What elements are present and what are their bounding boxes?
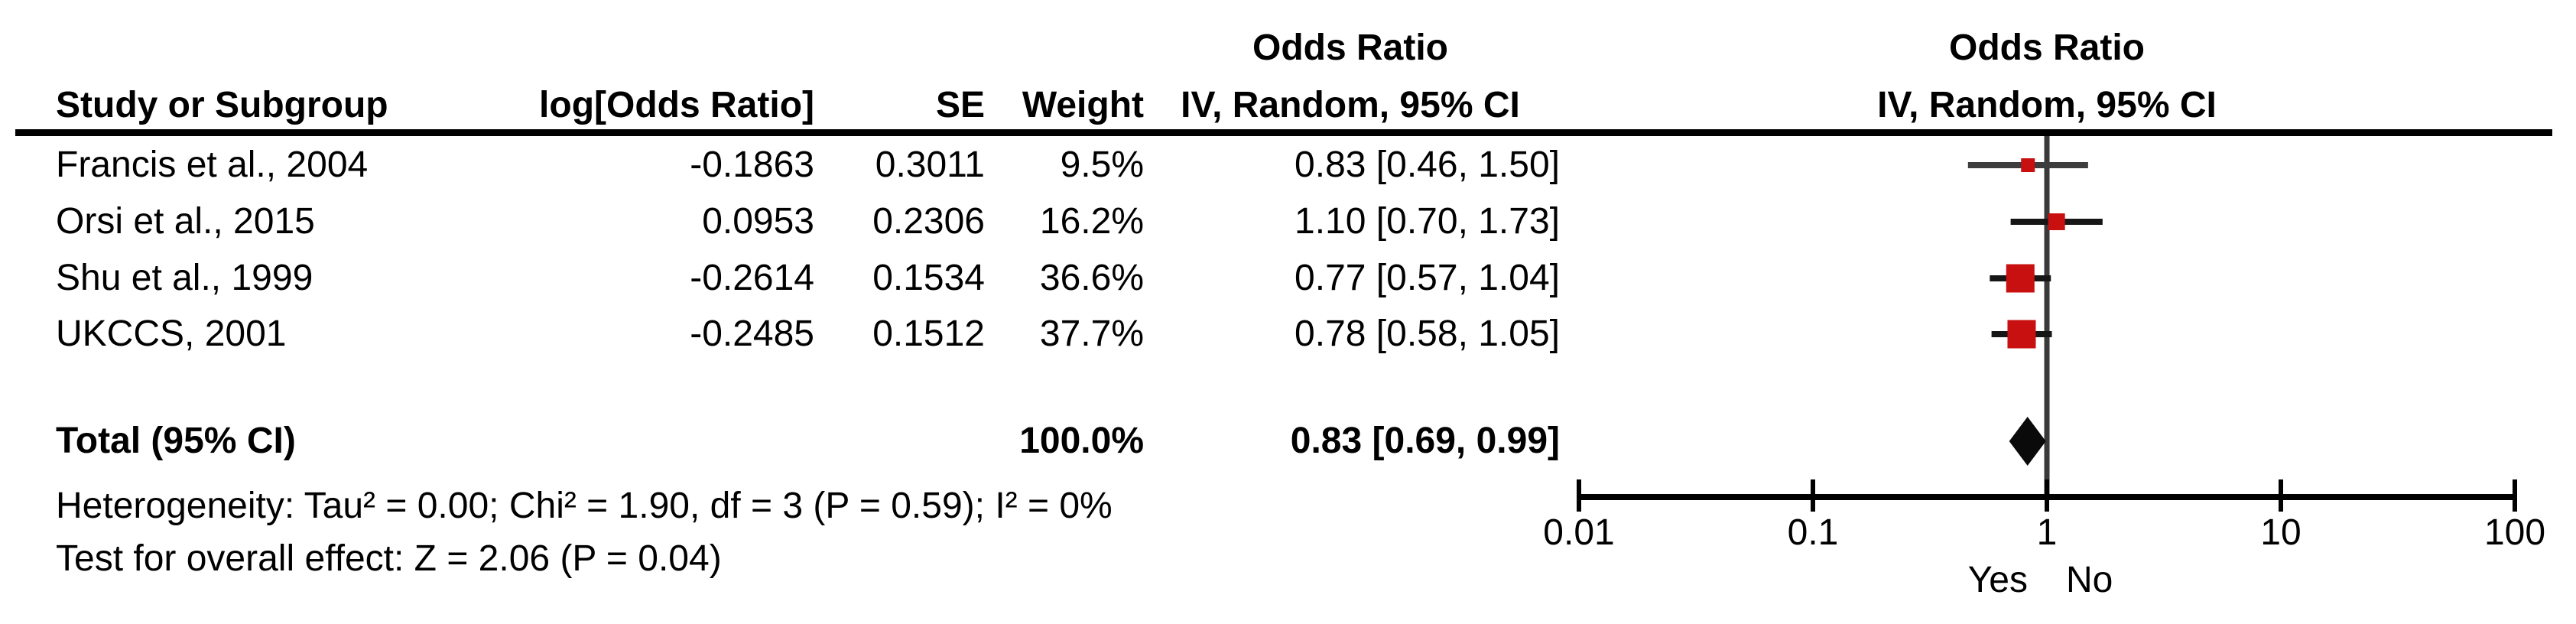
axis-tick bbox=[1577, 479, 1581, 512]
axis-tick-label: 0.1 bbox=[1787, 512, 1839, 553]
weight-value: 16.2% bbox=[1039, 201, 1144, 242]
axis-tick-label: 1 bbox=[2036, 512, 2058, 553]
axis-tick bbox=[2513, 479, 2517, 512]
log-odds-ratio-value: -0.2614 bbox=[690, 258, 814, 298]
se-value: 0.3011 bbox=[875, 145, 985, 185]
or-ci-value: 1.10 [0.70, 1.73] bbox=[1294, 201, 1560, 242]
axis-tick-label: 100 bbox=[2483, 512, 2546, 553]
se-value: 0.1512 bbox=[872, 314, 985, 354]
favours-left-label: Yes bbox=[1967, 560, 2028, 600]
study-name: UKCCS, 2001 bbox=[56, 314, 287, 354]
axis-tick bbox=[1811, 479, 1815, 512]
total-weight-value: 100.0% bbox=[1019, 421, 1144, 461]
column-header-se: SE bbox=[935, 85, 985, 125]
plot-header-line2: IV, Random, 95% CI bbox=[1877, 85, 2217, 125]
study-name: Orsi et al., 2015 bbox=[56, 201, 315, 242]
effect-square bbox=[2006, 264, 2035, 293]
column-header-or-line2: IV, Random, 95% CI bbox=[1181, 85, 1520, 125]
axis-tick-label: 10 bbox=[2260, 512, 2302, 553]
log-odds-ratio-value: 0.0953 bbox=[702, 201, 814, 242]
effect-square bbox=[2048, 213, 2065, 230]
study-name: Francis et al., 2004 bbox=[56, 145, 369, 185]
column-header-log-or: log[Odds Ratio] bbox=[539, 85, 814, 125]
total-diamond bbox=[2009, 417, 2046, 466]
se-value: 0.1534 bbox=[872, 258, 985, 298]
column-header-study: Study or Subgroup bbox=[56, 85, 388, 125]
column-header-weight: Weight bbox=[1022, 85, 1144, 125]
or-ci-value: 0.83 [0.46, 1.50] bbox=[1294, 145, 1560, 185]
effect-square bbox=[2021, 158, 2035, 172]
plot-header-line1: Odds Ratio bbox=[1948, 28, 2145, 68]
header-rule bbox=[15, 129, 2552, 136]
or-ci-value: 0.77 [0.57, 1.04] bbox=[1294, 258, 1560, 298]
weight-value: 9.5% bbox=[1060, 145, 1144, 185]
axis-tick bbox=[2279, 479, 2283, 512]
total-label: Total (95% CI) bbox=[56, 421, 296, 461]
total-or-ci-value: 0.83 [0.69, 0.99] bbox=[1290, 421, 1560, 461]
favours-right-label: No bbox=[2066, 560, 2113, 600]
weight-value: 36.6% bbox=[1039, 258, 1144, 298]
log-odds-ratio-value: -0.1863 bbox=[690, 145, 814, 185]
axis-tick bbox=[2045, 479, 2049, 512]
study-name: Shu et al., 1999 bbox=[56, 258, 313, 298]
null-effect-line bbox=[2044, 135, 2050, 494]
axis-tick-label: 0.01 bbox=[1543, 512, 1615, 553]
or-ci-value: 0.78 [0.58, 1.05] bbox=[1294, 314, 1560, 354]
heterogeneity-text: Heterogeneity: Tau² = 0.00; Chi² = 1.90,… bbox=[56, 486, 1113, 526]
weight-value: 37.7% bbox=[1039, 314, 1144, 354]
overall-effect-text: Test for overall effect: Z = 2.06 (P = 0… bbox=[56, 538, 722, 579]
column-header-or-line1: Odds Ratio bbox=[1252, 28, 1448, 68]
log-odds-ratio-value: -0.2485 bbox=[690, 314, 814, 354]
effect-square bbox=[2007, 320, 2036, 349]
se-value: 0.2306 bbox=[872, 201, 985, 242]
